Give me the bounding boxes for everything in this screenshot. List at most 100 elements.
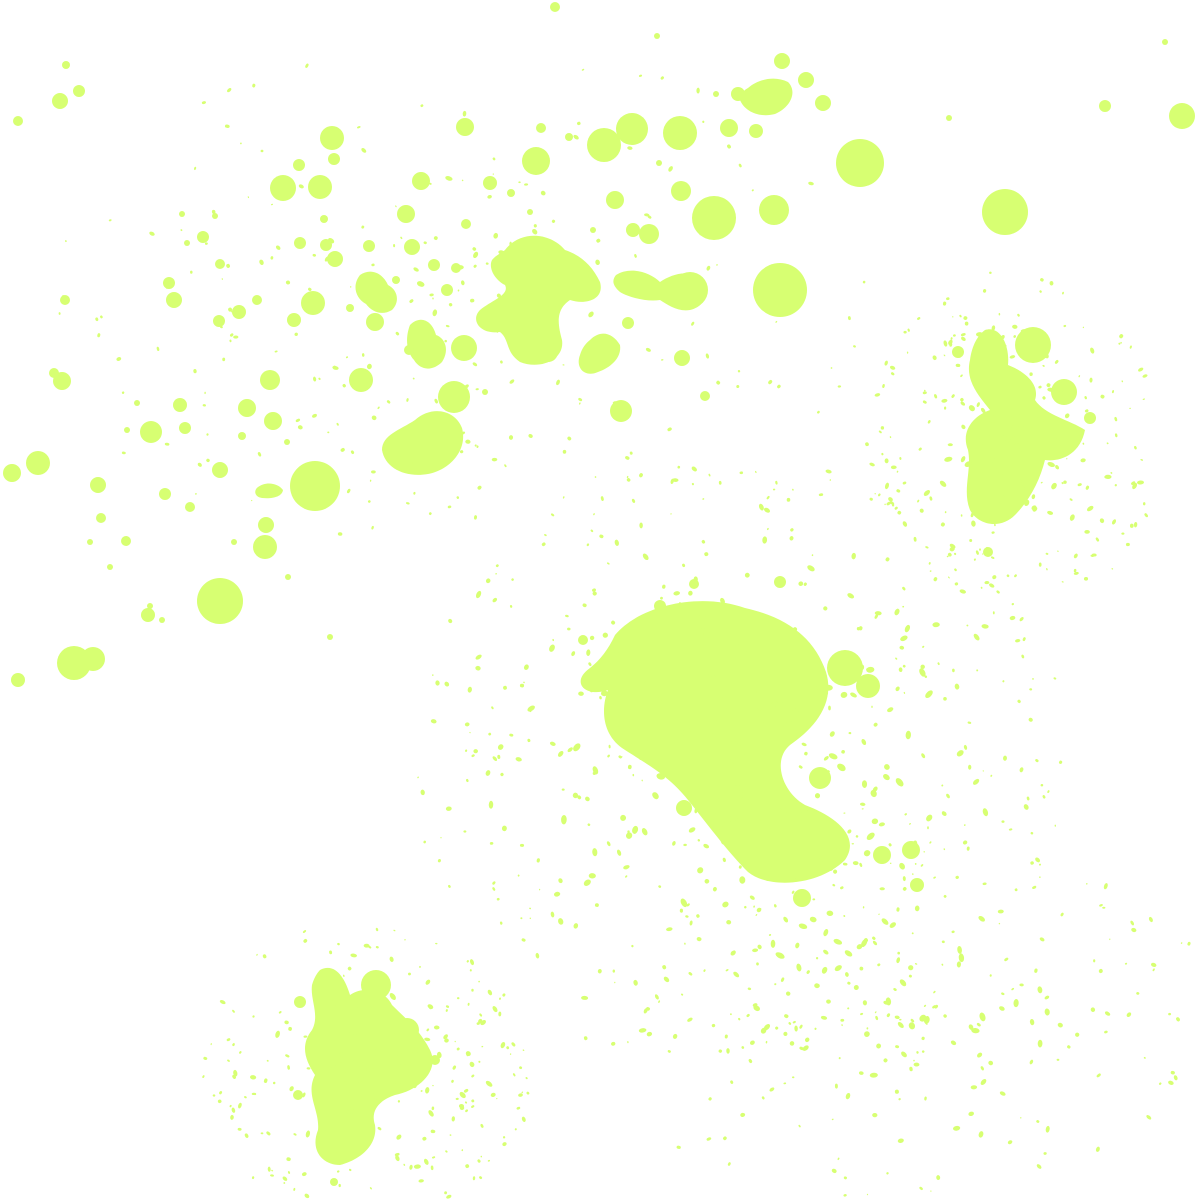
- spray-speck: [263, 1078, 268, 1083]
- spray-speck: [684, 660, 693, 668]
- spray-speck: [789, 536, 794, 541]
- spray-speck: [398, 1067, 402, 1070]
- spray-speck: [473, 749, 478, 754]
- spray-speck: [623, 721, 627, 726]
- spray-speck: [396, 1082, 400, 1085]
- spray-speck: [492, 317, 496, 321]
- spray-speck: [367, 500, 371, 503]
- spray-speck: [681, 805, 684, 808]
- spray-speck: [1040, 278, 1044, 282]
- spray-speck: [371, 415, 377, 421]
- spray-speck: [1020, 1117, 1022, 1119]
- spray-speck: [980, 1079, 987, 1085]
- spray-speck: [497, 744, 504, 750]
- spray-speck: [794, 872, 802, 880]
- spray-speck: [1057, 550, 1059, 552]
- spray-speck: [1104, 474, 1112, 480]
- spray-speck: [551, 219, 556, 223]
- spray-speck: [902, 521, 908, 527]
- spray-speck: [786, 725, 791, 730]
- spray-speck: [1134, 445, 1137, 450]
- spray-speck: [487, 194, 492, 199]
- spray-speck: [1038, 385, 1042, 389]
- spray-speck: [956, 750, 964, 757]
- spray-speck: [430, 719, 437, 724]
- spray-speck: [1042, 795, 1046, 799]
- spray-speck: [342, 384, 346, 388]
- spray-speck: [561, 814, 567, 825]
- spray-speck: [866, 832, 875, 841]
- spray-speck: [274, 350, 278, 353]
- spray-speck: [874, 393, 881, 397]
- spray-speck: [1018, 408, 1028, 416]
- spray-speck: [844, 843, 850, 849]
- spray-speck: [752, 948, 759, 953]
- spray-speck: [808, 181, 814, 186]
- spray-speck: [783, 1082, 787, 1085]
- spray-speck: [626, 475, 629, 479]
- spray-speck: [1013, 999, 1019, 1008]
- spray-speck: [787, 680, 793, 684]
- spray-speck: [1038, 562, 1042, 567]
- spray-speck: [784, 1014, 789, 1018]
- spray-speck: [941, 398, 948, 403]
- spray-speck: [738, 865, 742, 869]
- spray-speck: [403, 1163, 406, 1166]
- spray-speck: [350, 450, 355, 454]
- spray-speck: [509, 379, 515, 384]
- spray-speck: [982, 553, 984, 555]
- spray-speck: [164, 442, 170, 446]
- spray-speck: [760, 663, 765, 669]
- spray-speck: [490, 1092, 496, 1098]
- spray-speck: [730, 950, 736, 956]
- spray-speck: [954, 582, 959, 586]
- spray-speck: [1053, 389, 1056, 392]
- spray-speck: [329, 973, 333, 977]
- spray-speck: [413, 1164, 421, 1169]
- spray-speck: [583, 879, 591, 886]
- spray-speck: [1046, 383, 1051, 388]
- spray-speck: [272, 1081, 276, 1085]
- spray-speck: [455, 265, 464, 270]
- spray-speck: [1045, 552, 1049, 555]
- spray-speck: [1032, 678, 1034, 680]
- spray-speck: [749, 686, 757, 691]
- spray-speck: [578, 691, 584, 696]
- spray-speck: [492, 157, 496, 161]
- spray-speck: [1047, 387, 1054, 392]
- spray-speck: [736, 752, 745, 761]
- spray-speck: [1045, 1125, 1050, 1133]
- spray-speck: [724, 707, 732, 715]
- spray-speck: [116, 357, 122, 361]
- spray-speck: [448, 401, 452, 403]
- spray-speck: [288, 1026, 292, 1031]
- spray-speck: [943, 894, 947, 898]
- spray-speck: [434, 398, 438, 404]
- spray-speck: [1001, 435, 1007, 441]
- spray-speck: [1111, 519, 1117, 525]
- spray-speck: [592, 771, 597, 775]
- spray-speck: [697, 867, 704, 874]
- spray-speck: [620, 756, 623, 759]
- spray-speck: [845, 1092, 851, 1100]
- spray-speck: [1136, 992, 1140, 995]
- spray-speck: [899, 457, 902, 460]
- spray-speck: [1021, 426, 1025, 431]
- spray-speck: [493, 232, 499, 239]
- spray-speck: [1091, 553, 1097, 557]
- spray-speck: [696, 914, 700, 918]
- spray-speck: [352, 1071, 356, 1075]
- spray-speck: [978, 388, 981, 390]
- spray-speck: [285, 280, 291, 285]
- spray-speck: [312, 413, 317, 418]
- spray-speck: [1125, 542, 1130, 547]
- spray-speck: [754, 470, 757, 474]
- spray-speck: [804, 1037, 810, 1043]
- spray-speck: [1084, 396, 1087, 400]
- spray-speck: [1029, 372, 1033, 377]
- spray-speck: [928, 562, 931, 565]
- fine-spray-specks: [58, 63, 1191, 1199]
- spray-speck: [968, 764, 972, 770]
- spray-speck: [496, 897, 500, 901]
- spray-speck: [1040, 481, 1043, 484]
